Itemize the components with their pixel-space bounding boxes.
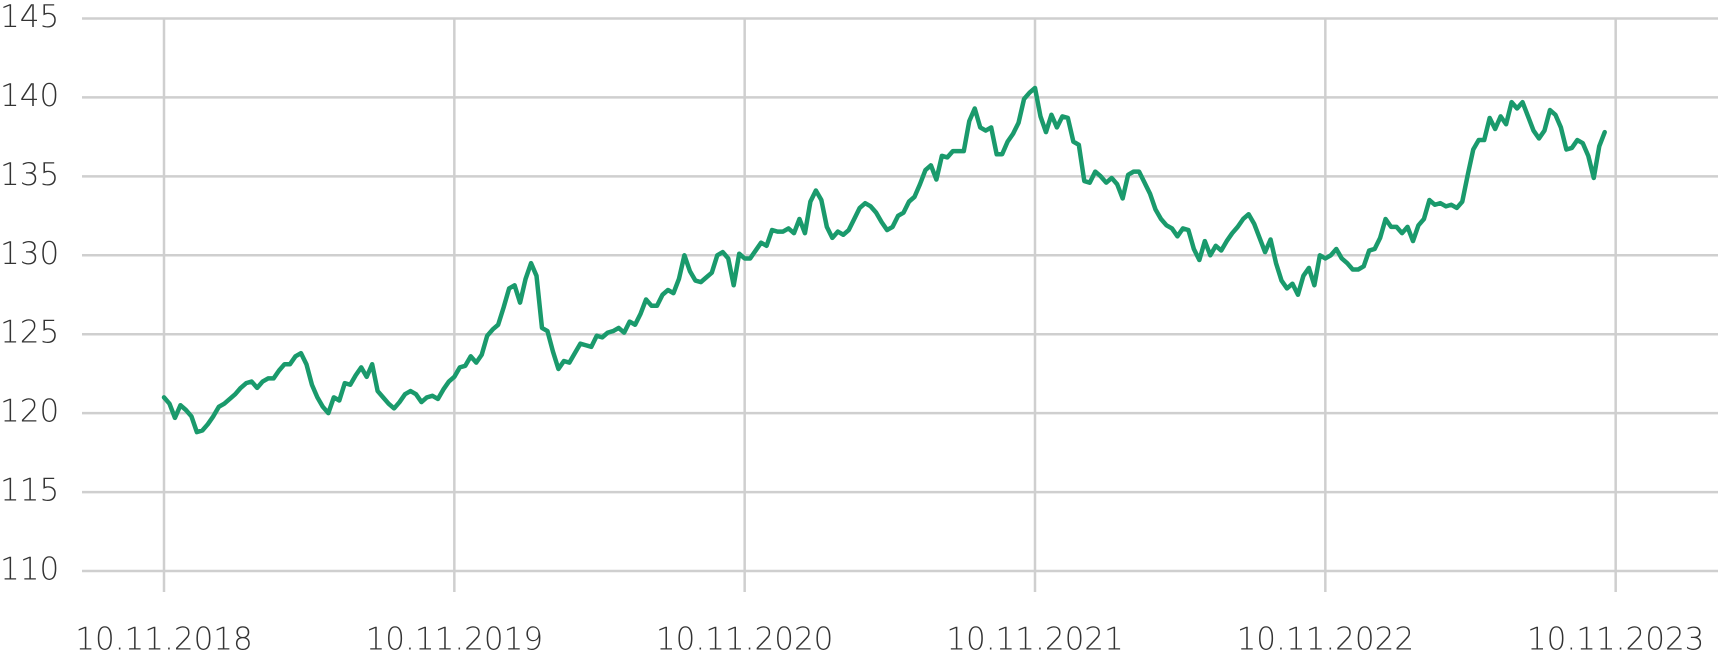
y-tick-label: 130	[0, 236, 59, 272]
y-tick-label: 145	[0, 0, 59, 35]
x-tick-label: 10.11.2019	[366, 622, 544, 658]
x-tick-label: 10.11.2018	[75, 622, 253, 658]
x-tick-label: 10.11.2023	[1527, 622, 1705, 658]
x-tick-label: 10.11.2020	[656, 622, 834, 658]
y-tick-label: 115	[0, 473, 59, 509]
line	[161, 85, 1607, 435]
x-tick-label: 10.11.2021	[946, 622, 1124, 658]
y-tick-label: 125	[0, 315, 59, 351]
y-tick-label: 120	[0, 394, 59, 430]
y-tick-label: 110	[0, 552, 59, 588]
x-tick-label: 10.11.2022	[1237, 622, 1415, 658]
y-tick-label: 135	[0, 157, 59, 193]
y-tick-label: 140	[0, 78, 59, 114]
